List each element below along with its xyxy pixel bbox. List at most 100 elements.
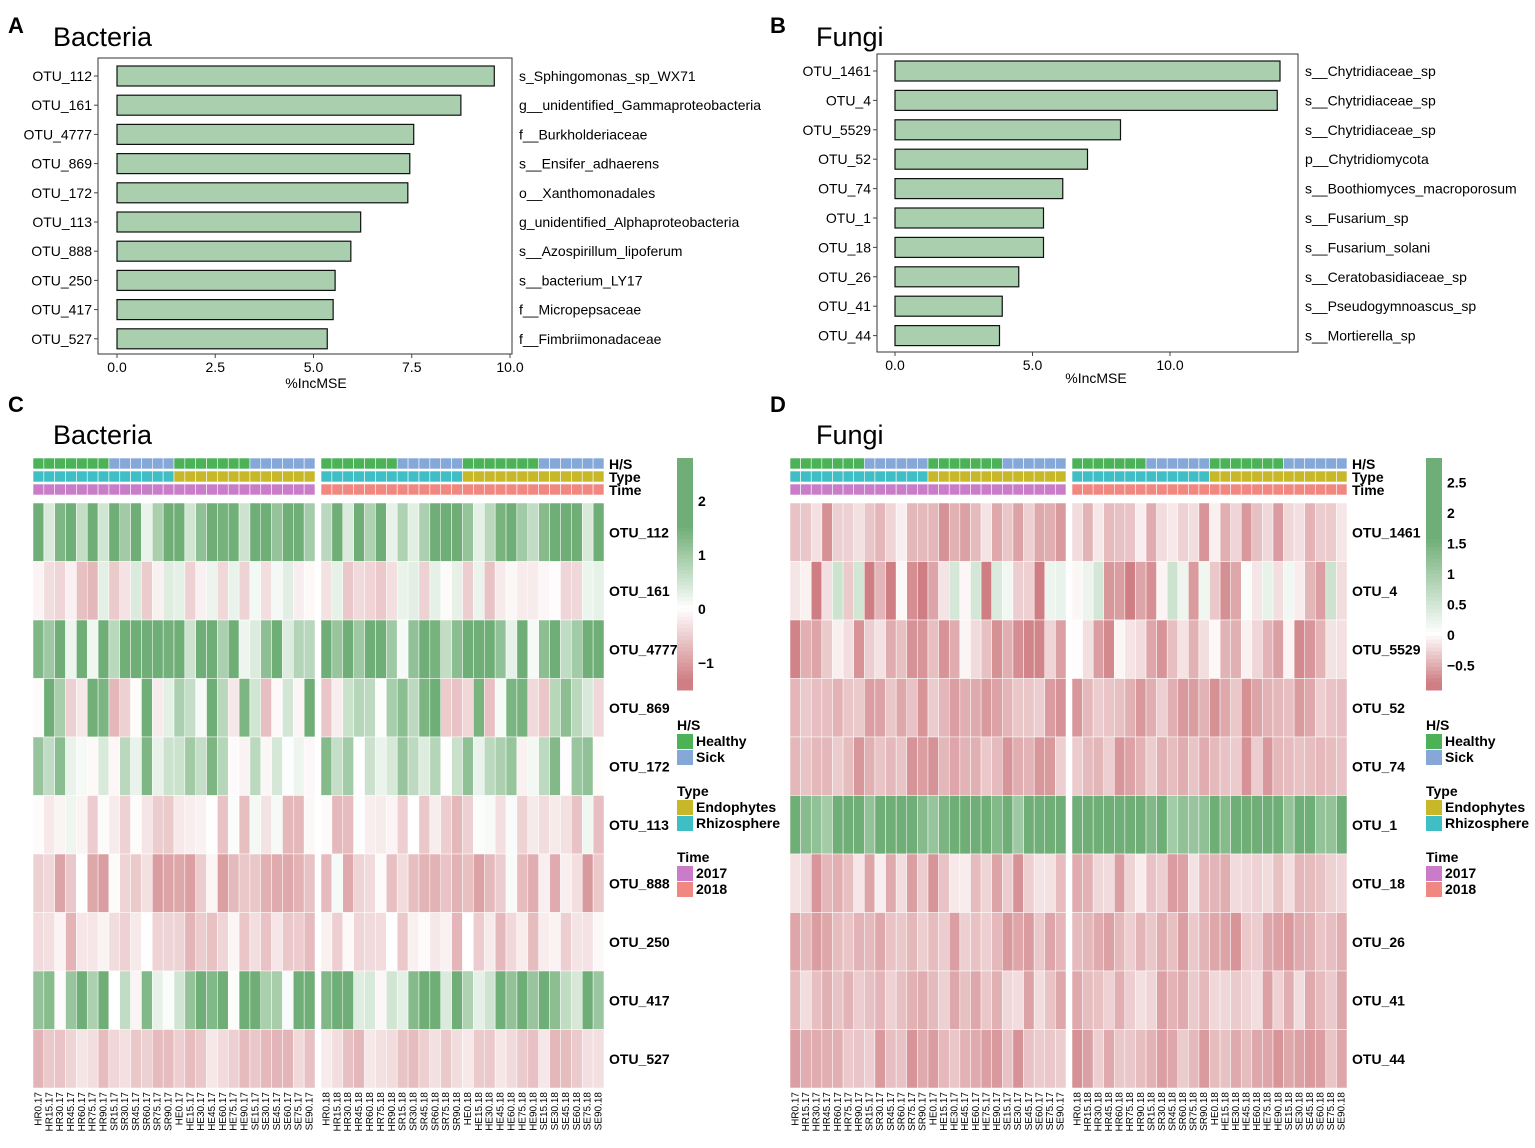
heat-cell [549, 678, 561, 738]
heat-cell [282, 853, 294, 913]
heat-cell [821, 678, 833, 738]
heat-cell [43, 970, 55, 1030]
colorbar-segment [677, 604, 693, 610]
annot-hs-cell [1145, 457, 1157, 470]
heat-cell [1156, 853, 1168, 913]
heat-cell [260, 502, 272, 562]
heat-cell [1044, 619, 1056, 679]
column-label: HR30.17 [55, 1092, 66, 1132]
annot-hs-cell [451, 457, 463, 470]
heat-cell [86, 912, 99, 972]
heat-cell [1304, 912, 1316, 972]
bar-otu-41 [894, 295, 1003, 317]
column-label: HE45.17 [960, 1092, 971, 1131]
annot-time-cell [141, 483, 153, 496]
heat-cell [1055, 502, 1067, 562]
heat-cell [162, 853, 175, 913]
heat-cell [303, 853, 316, 913]
annot-time-cell [1033, 483, 1046, 496]
heat-cell [440, 502, 452, 562]
heat-cell [832, 619, 844, 679]
annot-type-cell [483, 470, 496, 483]
annot-time-cell [375, 483, 387, 496]
annot-time-cell [1304, 483, 1316, 496]
colorbar-segment [1426, 682, 1442, 687]
legend-swatch [1426, 800, 1442, 815]
column-label: HR45.18 [1104, 1092, 1115, 1132]
colorbar-segment [1426, 608, 1442, 614]
heat-cell [141, 970, 153, 1030]
colorbar-segment [1426, 504, 1442, 509]
annot-hs-cell [527, 457, 539, 470]
heat-cell [800, 1029, 812, 1089]
annot-type-cell [195, 470, 207, 483]
taxon-label: s__Ceratobasidiaceae_sp [1305, 269, 1467, 285]
heat-cell [271, 912, 283, 972]
heat-cell [538, 736, 550, 796]
column-label: HR0.17 [790, 1092, 801, 1126]
annot-hs-cell [65, 457, 77, 470]
column-label: HE0.18 [463, 1092, 474, 1126]
heat-cell [320, 912, 333, 972]
heat-cell [959, 853, 971, 913]
heat-cell [1188, 853, 1200, 913]
heat-cell [76, 619, 88, 679]
annot-time-cell [991, 483, 1003, 496]
heat-cell [407, 561, 420, 621]
column-label: HE75.18 [517, 1092, 528, 1131]
colorbar-segment [1426, 469, 1442, 474]
heat-cell [1240, 502, 1253, 562]
heat-cell [484, 853, 496, 913]
heat-cell [1198, 561, 1210, 621]
heat-cell [396, 853, 409, 913]
heat-cell [1124, 619, 1136, 679]
column-label: SE90.17 [305, 1092, 316, 1131]
heat-cell [195, 678, 207, 738]
heat-cell [331, 1029, 344, 1089]
bar-otu-161 [116, 94, 462, 116]
annot-time-cell [1124, 483, 1136, 496]
heat-cell [1325, 853, 1337, 913]
heat-cell [227, 736, 240, 796]
heat-cell [152, 736, 164, 796]
colorbar-segment [677, 512, 693, 517]
annot-hs-cell [227, 457, 240, 470]
heat-cell [1156, 561, 1168, 621]
heat-cell [43, 561, 55, 621]
heat-cell [970, 502, 982, 562]
annot-time-cell [342, 483, 354, 496]
heat-cell [1156, 502, 1168, 562]
heat-cell [864, 678, 876, 738]
heat-cell [342, 736, 354, 796]
heat-cell [970, 678, 982, 738]
heat-cell [1166, 1029, 1179, 1089]
heat-cell [141, 853, 153, 913]
heat-cell [1071, 912, 1083, 972]
heat-cell [1272, 502, 1284, 562]
colorbar-segment [677, 562, 693, 567]
heat-cell [43, 912, 55, 972]
row-label: OTU_4777 [609, 641, 678, 657]
heat-cell [874, 736, 886, 796]
annot-type-cell [1012, 470, 1024, 483]
heat-cell [516, 1029, 529, 1089]
heat-cell [238, 619, 251, 679]
heat-cell [516, 795, 529, 855]
panel-letter-b: B [770, 13, 786, 38]
annot-time-cell [1145, 483, 1157, 496]
heat-cell [342, 1029, 354, 1089]
heat-cell [440, 970, 452, 1030]
colorbar-segment [677, 550, 693, 556]
heat-cell [1251, 795, 1263, 855]
annot-type-cell [184, 470, 196, 483]
heat-cell [906, 912, 918, 972]
heat-cell [331, 502, 344, 562]
annot-time-cell [1240, 483, 1253, 496]
legend-label: 2018 [1445, 881, 1476, 897]
heat-cell [282, 1029, 294, 1089]
heat-cell [1336, 619, 1348, 679]
annot-time-cell [1219, 483, 1231, 496]
y-tick-label: OTU_888 [31, 243, 92, 259]
annot-type-cell [342, 470, 354, 483]
colorbar-segment [1426, 616, 1442, 621]
